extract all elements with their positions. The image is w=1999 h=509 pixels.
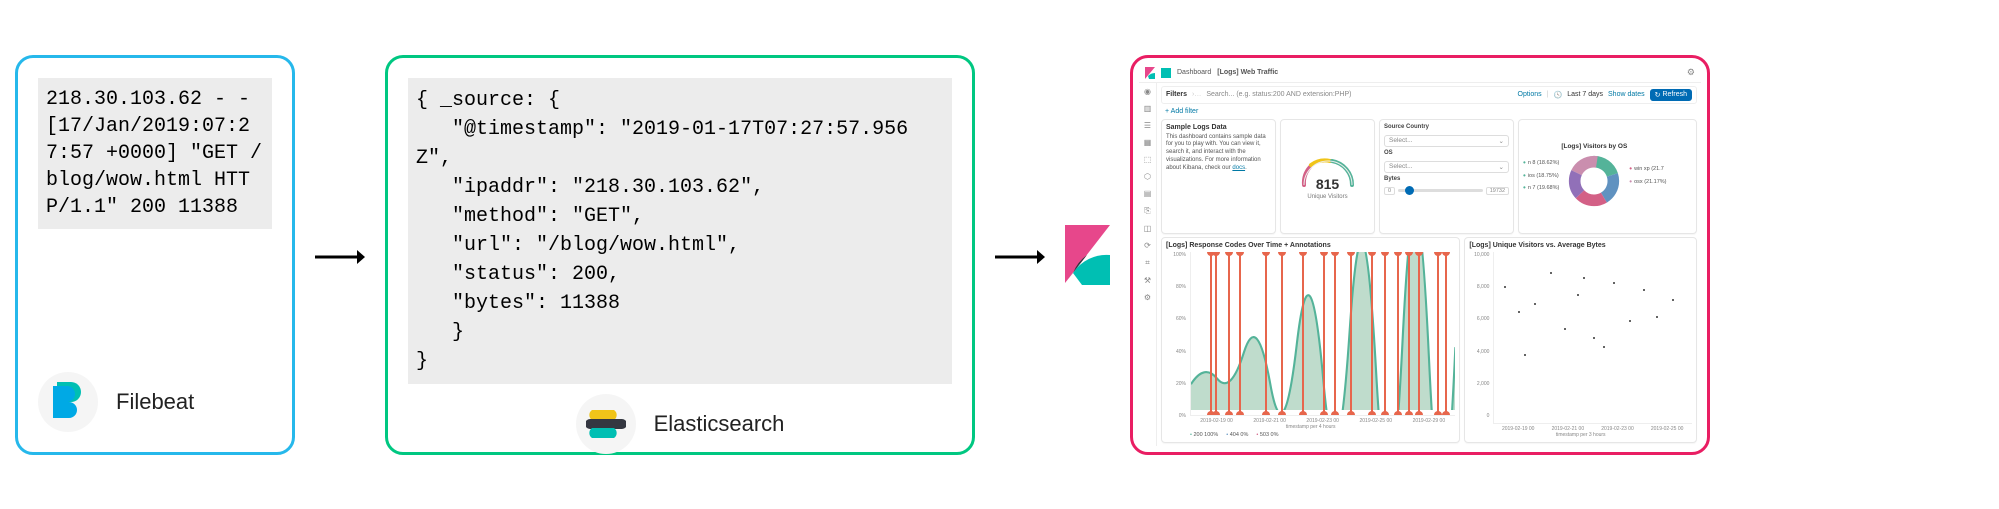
kibana-icon bbox=[1065, 225, 1110, 285]
refresh-button[interactable]: ↻ Refresh bbox=[1650, 89, 1692, 101]
timerange-picker[interactable]: Last 7 days bbox=[1567, 91, 1603, 98]
bytes-label: Bytes bbox=[1384, 176, 1509, 182]
sidebar-dashboard-icon[interactable]: ☰ bbox=[1144, 121, 1151, 130]
filebeat-label: Filebeat bbox=[116, 389, 194, 415]
sidebar-discover-icon[interactable]: ◉ bbox=[1144, 87, 1151, 96]
x-axis: 2019-02-19 00 2019-02-21 00 2019-02-23 0… bbox=[1493, 424, 1692, 432]
uv-chart-plot[interactable] bbox=[1493, 252, 1692, 424]
breadcrumb-current: [Logs] Web Traffic bbox=[1217, 69, 1278, 76]
gauge-panel: 815 Unique Visitors bbox=[1280, 119, 1375, 234]
country-select[interactable]: Select...⌄ bbox=[1384, 135, 1509, 147]
options-link[interactable]: Options bbox=[1518, 91, 1542, 98]
kibana-header: Dashboard [Logs] Web Traffic ⚙ bbox=[1139, 64, 1701, 83]
elasticsearch-label: Elasticsearch bbox=[654, 411, 785, 437]
elasticsearch-logo-row: Elasticsearch bbox=[408, 394, 952, 454]
gauge-value: 815 bbox=[1316, 176, 1339, 192]
filebeat-logo-row: Filebeat bbox=[38, 372, 272, 432]
sidebar-stack-icon[interactable]: ⚒ bbox=[1144, 276, 1151, 285]
os-select[interactable]: Select...⌄ bbox=[1384, 161, 1509, 173]
unique-visitors-gauge: 815 bbox=[1298, 153, 1358, 188]
sample-desc: This dashboard contains sample data for … bbox=[1166, 134, 1271, 173]
gauge-sublabel: Unique Visitors bbox=[1307, 194, 1347, 200]
gear-icon[interactable]: ⚙ bbox=[1687, 67, 1695, 78]
chevron-down-icon: ⌄ bbox=[1499, 137, 1504, 145]
app-switcher-icon[interactable] bbox=[1161, 68, 1171, 78]
breadcrumb-dashboard[interactable]: Dashboard bbox=[1177, 69, 1211, 76]
sidebar-dev-icon[interactable]: ⌗ bbox=[1145, 258, 1150, 268]
panel-title: [Logs] Visitors by OS bbox=[1561, 143, 1627, 150]
sample-data-panel: Sample Logs Data This dashboard contains… bbox=[1161, 119, 1276, 234]
elasticsearch-icon bbox=[576, 394, 636, 454]
kibana-dashboard: Dashboard [Logs] Web Traffic ⚙ ◉ ▥ ☰ ▦ ⬚… bbox=[1139, 64, 1701, 446]
sidebar-visualize-icon[interactable]: ▥ bbox=[1144, 104, 1152, 113]
response-codes-panel: [Logs] Response Codes Over Time + Annota… bbox=[1161, 237, 1460, 443]
filters-panel: Source Country Select...⌄ OS Select...⌄ … bbox=[1379, 119, 1514, 234]
legend-item: n 8 (18.62%) bbox=[1523, 157, 1559, 170]
response-chart-plot[interactable] bbox=[1190, 252, 1455, 416]
filebeat-log-text: 218.30.103.62 - - [17/Jan/2019:07:27:57 … bbox=[38, 78, 272, 229]
legend-item: osx (21.17%) bbox=[1629, 176, 1666, 189]
legend-item: win xp (21.7 bbox=[1629, 163, 1666, 176]
showdates-link[interactable]: Show dates bbox=[1608, 91, 1645, 98]
arrow-icon bbox=[315, 232, 365, 277]
panel-title: [Logs] Unique Visitors vs. Average Bytes bbox=[1469, 242, 1692, 249]
bytes-slider[interactable]: 0 19732 bbox=[1384, 187, 1509, 195]
country-label: Source Country bbox=[1384, 124, 1509, 130]
add-filter-button[interactable]: + Add filter bbox=[1161, 107, 1697, 116]
docs-link[interactable]: docs bbox=[1232, 165, 1245, 171]
y-axis: 10,000 8,000 6,000 4,000 2,000 0 bbox=[1469, 252, 1491, 420]
x-axis: 2019-02-19 00 2019-02-21 00 2019-02-23 0… bbox=[1190, 416, 1455, 424]
legend-item: ios (18.75%) bbox=[1523, 170, 1559, 183]
sidebar-mgmt-icon[interactable]: ⚙ bbox=[1144, 293, 1151, 302]
sidebar-ml-icon[interactable]: ⬡ bbox=[1144, 172, 1151, 181]
sidebar-apm-icon[interactable]: ◫ bbox=[1144, 224, 1152, 233]
kibana-logo-small bbox=[1145, 67, 1155, 79]
os-label: OS bbox=[1384, 150, 1509, 156]
filters-label: Filters bbox=[1166, 91, 1187, 98]
kibana-panel: Dashboard [Logs] Web Traffic ⚙ ◉ ▥ ☰ ▦ ⬚… bbox=[1130, 55, 1710, 455]
sidebar-logs-icon[interactable]: ⎘ bbox=[1144, 206, 1150, 216]
legend-item: n 7 (19.68%) bbox=[1523, 182, 1559, 195]
sidebar-canvas-icon[interactable]: ▦ bbox=[1144, 138, 1152, 147]
chevron-down-icon: ⌄ bbox=[1499, 163, 1504, 171]
sidebar-infra-icon[interactable]: ▤ bbox=[1144, 189, 1152, 198]
panel-title: [Logs] Response Codes Over Time + Annota… bbox=[1166, 242, 1455, 249]
filebeat-panel: 218.30.103.62 - - [17/Jan/2019:07:27:57 … bbox=[15, 55, 295, 455]
elasticsearch-panel: { _source: { "@timestamp": "2019-01-17T0… bbox=[385, 55, 975, 455]
search-input[interactable]: Search... (e.g. status:200 AND extension… bbox=[1206, 91, 1512, 98]
arrow-icon bbox=[995, 232, 1045, 277]
donut-panel: n 8 (18.62%) ios (18.75%) n 7 (19.68%) [… bbox=[1518, 119, 1697, 234]
visitors-donut-chart bbox=[1565, 152, 1623, 210]
elasticsearch-json-text: { _source: { "@timestamp": "2019-01-17T0… bbox=[408, 78, 952, 384]
filebeat-icon bbox=[38, 372, 98, 432]
kibana-sidebar: ◉ ▥ ☰ ▦ ⬚ ⬡ ▤ ⎘ ◫ ⟳ ⌗ ⚒ ⚙ bbox=[1139, 83, 1157, 446]
panel-title: Sample Logs Data bbox=[1166, 124, 1271, 131]
chart-legend: 200 100% 404 0% 503 0% bbox=[1190, 432, 1455, 438]
sidebar-uptime-icon[interactable]: ⟳ bbox=[1144, 241, 1151, 250]
uv-bytes-panel: [Logs] Unique Visitors vs. Average Bytes… bbox=[1464, 237, 1697, 443]
kibana-filterbar: Filters ›… Search... (e.g. status:200 AN… bbox=[1161, 86, 1697, 104]
y-axis: 100% 80% 60% 40% 20% 0% bbox=[1166, 252, 1188, 420]
sidebar-maps-icon[interactable]: ⬚ bbox=[1144, 155, 1152, 164]
